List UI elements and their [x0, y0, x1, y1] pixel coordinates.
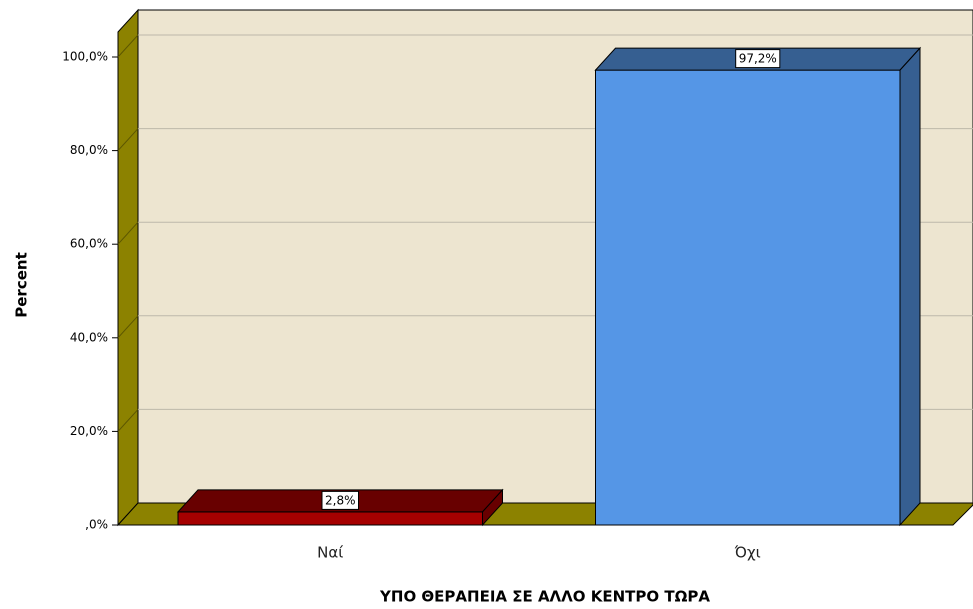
y-tick-label: 40,0%	[70, 330, 108, 344]
y-tick-label: ,0%	[85, 518, 108, 532]
left-wall	[117, 8, 139, 527]
y-axis-title: Percent	[13, 252, 31, 317]
x-tick-label: Ναί	[317, 544, 343, 562]
bar	[594, 46, 922, 527]
grid-line	[117, 221, 139, 245]
bar-side	[482, 488, 503, 527]
value-label-box	[735, 49, 781, 69]
y-tick-label: 20,0%	[70, 424, 108, 438]
value-label-box	[321, 490, 359, 510]
y-tick-label: 60,0%	[70, 237, 108, 251]
y-tick-label: 80,0%	[70, 143, 108, 157]
bar-front	[595, 69, 901, 526]
value-label: 2,8%	[325, 493, 356, 507]
grid-line	[117, 409, 139, 432]
value-label: 97,2%	[739, 52, 777, 66]
x-tick-label: Όχι	[734, 544, 761, 562]
grid-line	[117, 34, 139, 58]
x-axis-title: ΥΠΟ ΘΕΡΑΠΕΙΑ ΣΕ ΑΛΛΟ ΚΕΝΤΡΟ ΤΩΡΑ	[379, 588, 710, 606]
grid-line	[117, 128, 139, 151]
grid-line	[117, 315, 139, 339]
bar-side	[899, 46, 921, 527]
bar-front	[177, 511, 483, 526]
y-tick-label: 100,0%	[62, 50, 108, 64]
